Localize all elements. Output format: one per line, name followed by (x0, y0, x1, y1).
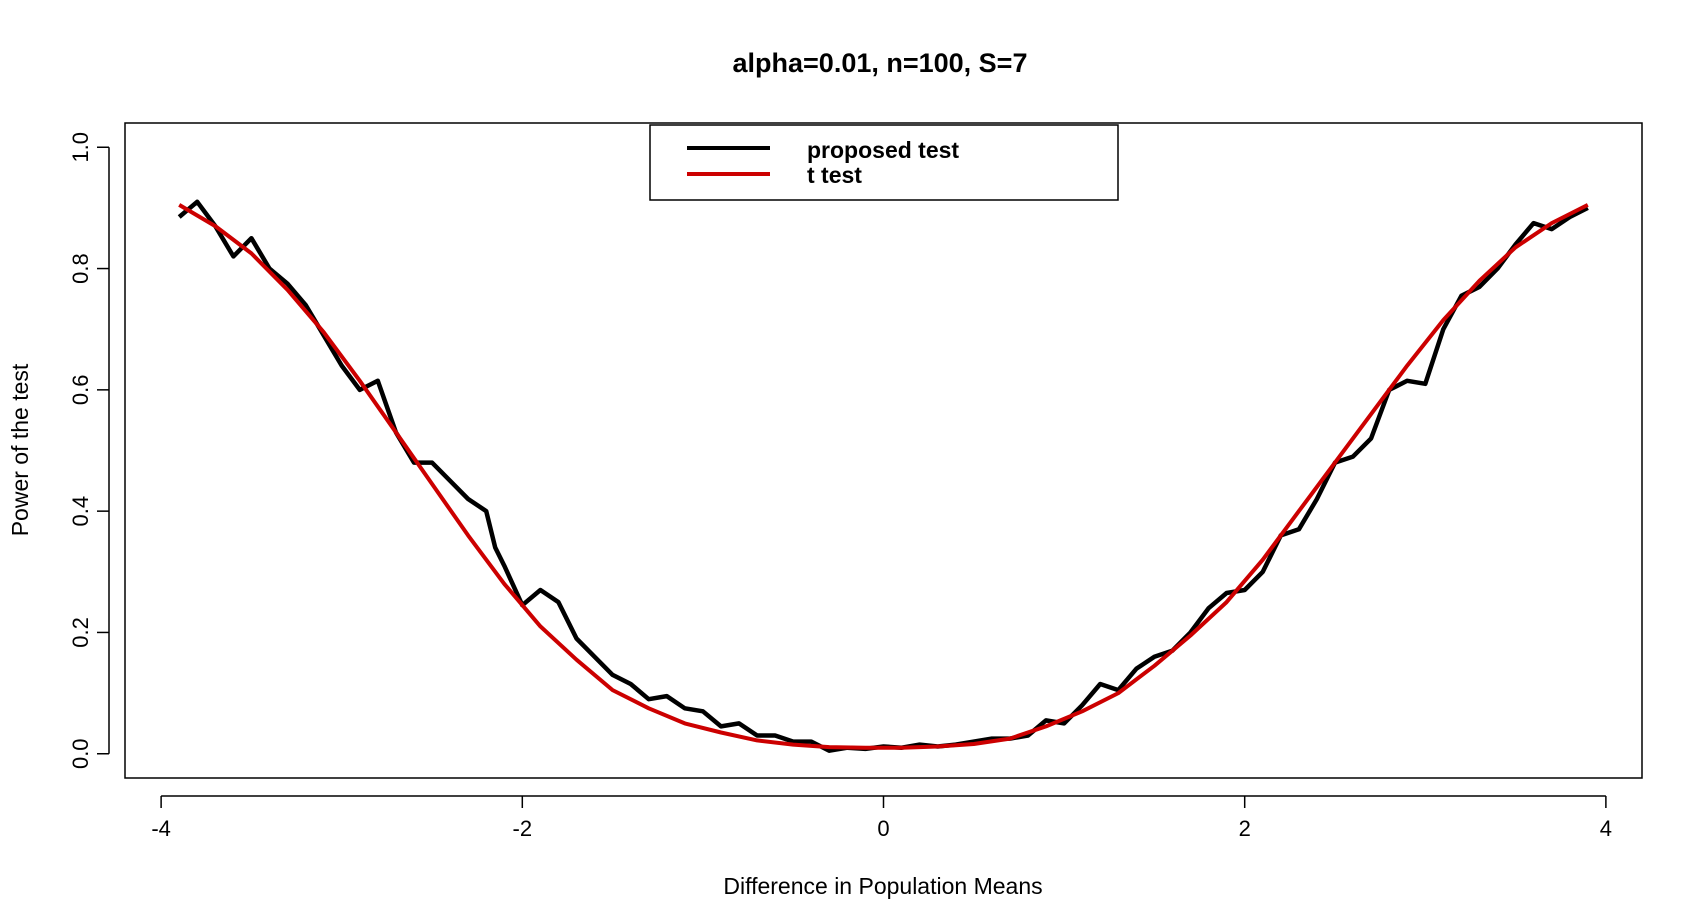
x-tick-label: -2 (513, 816, 533, 841)
legend-label-proposed-test: proposed test (807, 137, 959, 163)
chart-title: alpha=0.01, n=100, S=7 (733, 48, 1028, 78)
y-tick-label: 0.8 (68, 253, 93, 284)
legend: proposed test t test (649, 124, 1119, 201)
series-layer (177, 199, 1589, 753)
x-tick-label: -4 (151, 816, 171, 841)
x-axis: -4 -2 0 2 4 (151, 795, 1612, 841)
y-tick-label: 0.2 (68, 617, 93, 648)
y-tick-label: 0.0 (68, 738, 93, 769)
x-tick-label: 4 (1600, 816, 1612, 841)
series-line-proposed-test (177, 199, 1589, 753)
y-tick-label: 0.4 (68, 496, 93, 527)
x-axis-label: Difference in Population Means (723, 873, 1042, 899)
y-tick-label: 1.0 (68, 132, 93, 163)
series-line-t-test (178, 203, 1589, 750)
x-tick-label: 2 (1239, 816, 1251, 841)
y-axis-label: Power of the test (7, 363, 33, 536)
y-axis: 0.0 0.2 0.4 0.6 0.8 1.0 (68, 132, 110, 769)
x-tick-label: 0 (877, 816, 889, 841)
legend-label-t-test: t test (807, 162, 862, 188)
plot-frame (124, 122, 1643, 779)
legend-box (649, 124, 1119, 201)
y-tick-label: 0.6 (68, 375, 93, 406)
